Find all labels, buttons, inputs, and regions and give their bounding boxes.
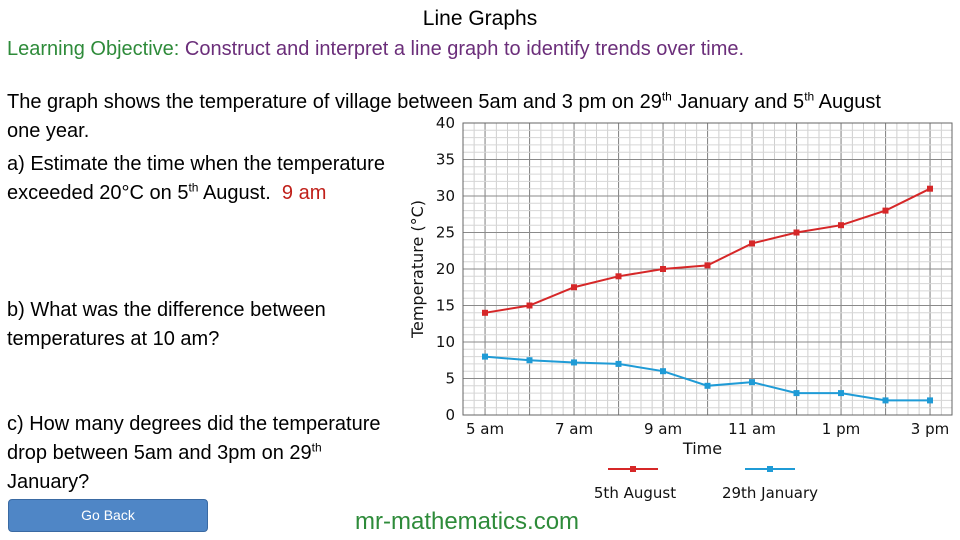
data-point	[749, 240, 755, 247]
x-tick-label: 11 am	[728, 420, 776, 438]
data-point	[571, 284, 577, 291]
data-point	[704, 262, 711, 269]
legend-label: 29th January	[722, 484, 818, 502]
question-b: b) What was the difference between tempe…	[7, 299, 326, 350]
y-tick-label: 40	[436, 114, 455, 132]
intro-part: The graph shows the temperature of villa…	[7, 91, 662, 113]
y-tick-label: 5	[445, 370, 455, 388]
data-point	[571, 359, 577, 366]
question-c-text: c) How many degrees did the temperature …	[7, 413, 381, 464]
y-tick-label: 15	[436, 297, 455, 315]
y-tick-label: 20	[436, 260, 455, 278]
data-point	[704, 382, 711, 389]
data-point	[660, 368, 666, 375]
data-point	[482, 353, 488, 360]
x-tick-label: 3 pm	[911, 420, 949, 438]
y-tick-label: 0	[445, 406, 455, 424]
question-a-answer: 9 am	[281, 182, 327, 204]
site-footer: mr-mathematics.com	[355, 508, 580, 535]
data-point	[838, 390, 844, 397]
go-back-button[interactable]: Go Back	[8, 499, 208, 532]
learning-objective: Learning Objective: Construct and interp…	[7, 38, 744, 61]
intro-sup: th	[804, 89, 815, 104]
data-point	[526, 357, 533, 364]
data-point	[526, 302, 533, 309]
intro-sup: th	[661, 89, 672, 104]
y-tick-label: 25	[436, 224, 455, 242]
question-a-sup: th	[188, 180, 199, 195]
data-point	[793, 390, 800, 397]
question-a-text: a) Estimate the time when the temperatur…	[7, 153, 385, 204]
x-tick-label: 5 am	[466, 420, 504, 438]
x-axis-label: Time	[682, 439, 722, 458]
data-point	[615, 273, 622, 280]
page-title: Line Graphs	[422, 7, 538, 30]
intro-part: January and 5	[671, 91, 805, 113]
question-a-text: August.	[198, 182, 271, 204]
legend-marker	[767, 466, 773, 472]
data-point	[882, 207, 889, 214]
objective-text: Construct and interpret a line graph to …	[179, 38, 745, 60]
question-c-text: January?	[7, 471, 90, 493]
data-point	[927, 397, 933, 404]
plot-frame	[462, 122, 953, 416]
legend-label: 5th August	[594, 484, 676, 502]
data-point	[882, 397, 889, 404]
y-tick-label: 35	[436, 151, 455, 169]
question-a: a) Estimate the time when the temperatur…	[7, 150, 387, 208]
data-point	[482, 309, 488, 316]
data-point	[838, 222, 844, 229]
legend-marker	[630, 466, 636, 472]
data-point	[660, 266, 666, 272]
data-point	[615, 360, 622, 367]
intro-part: August one year.	[7, 91, 881, 142]
data-point	[927, 185, 933, 192]
y-tick-label: 10	[436, 333, 455, 351]
x-tick-label: 9 am	[644, 420, 682, 438]
x-tick-label: 7 am	[555, 420, 593, 438]
y-tick-label: 30	[436, 187, 455, 205]
y-axis-label: Temperature (°C)	[408, 200, 427, 339]
question-c: c) How many degrees did the temperature …	[7, 410, 397, 497]
x-tick-label: 1 pm	[822, 420, 860, 438]
objective-label: Learning Objective:	[7, 38, 180, 60]
data-point	[793, 229, 800, 236]
question-c-sup: th	[311, 440, 322, 455]
data-point	[749, 379, 755, 386]
intro-text: The graph shows the temperature of villa…	[7, 88, 917, 146]
